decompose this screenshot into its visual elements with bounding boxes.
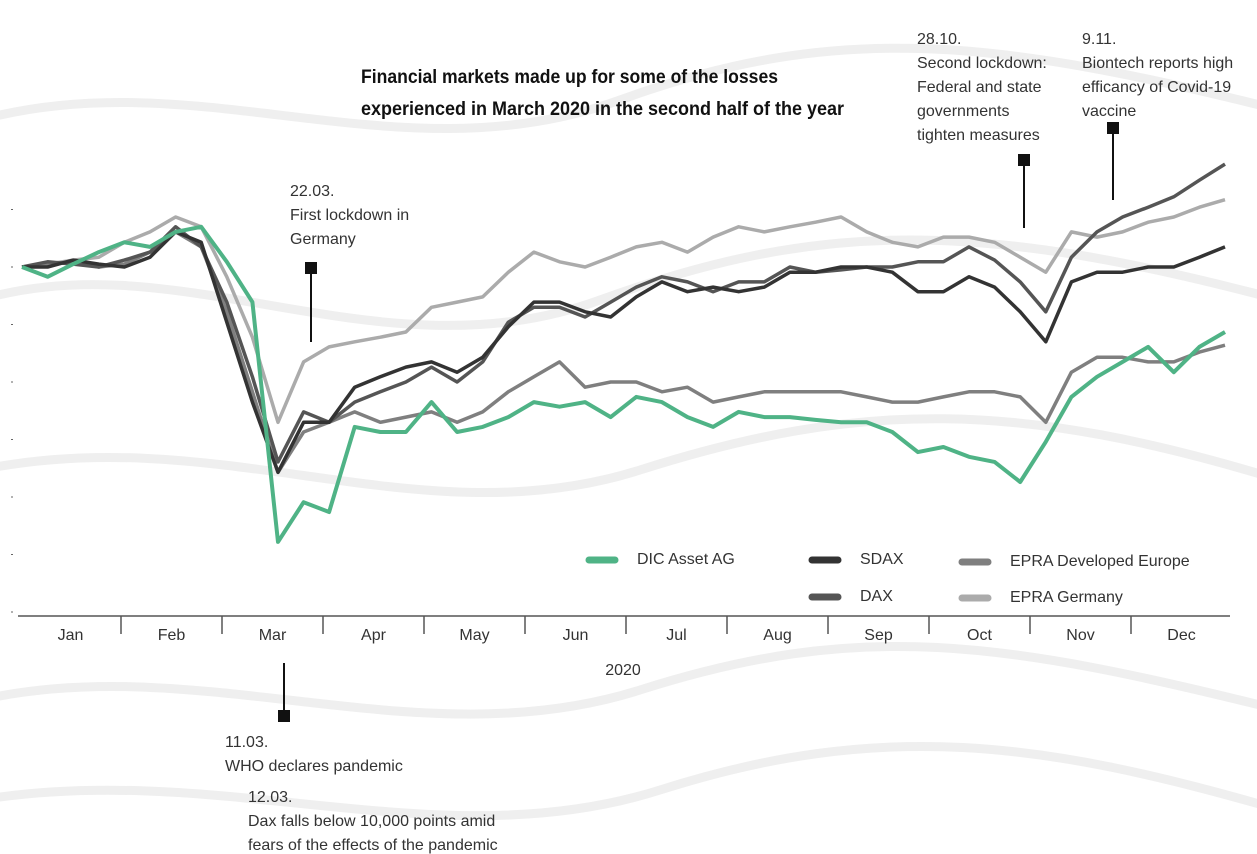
series-line [21, 198, 1226, 425]
annotation-date: 12.03. [248, 789, 292, 806]
x-axis-label: 2020 [605, 662, 641, 679]
x-tick-label: Aug [763, 627, 791, 644]
annotation-text: Dax falls below 10,000 points amid [248, 813, 495, 830]
x-tick-label: Oct [967, 627, 992, 644]
annotation-text: vaccine [1082, 103, 1136, 120]
annotation-text: First lockdown in [290, 207, 409, 224]
annotation-text: tighten measures [917, 127, 1040, 144]
x-tick-label: Apr [361, 627, 387, 644]
annotation-text: efficancy of Covid-19 [1082, 79, 1231, 96]
legend-label: EPRA Germany [1010, 589, 1123, 606]
annotation-text: fears of the effects of the pandemic [248, 837, 498, 854]
annotation-text: Second lockdown: [917, 55, 1047, 72]
x-tick-label: May [459, 627, 489, 644]
annotation-date: 11.03. [225, 734, 268, 751]
chart-title: Financial markets made up for some of th… [361, 67, 778, 88]
series-line [22, 230, 1226, 475]
x-tick-label: Sep [864, 627, 893, 644]
x-tick-label: Jun [563, 627, 589, 644]
annotation-text: governments [917, 103, 1010, 120]
legend-label: DIC Asset AG [637, 551, 735, 568]
legend-label: SDAX [860, 551, 904, 568]
legend-label: DAX [860, 588, 893, 605]
x-tick-label: Mar [259, 627, 287, 644]
series-line [21, 224, 1227, 544]
annotation-date: 28.10. [917, 31, 961, 48]
series-line [21, 230, 1226, 475]
series-line [21, 162, 1226, 464]
legend-label: EPRA Developed Europe [1010, 553, 1190, 570]
x-tick-label: Dec [1167, 627, 1195, 644]
x-tick-label: Jul [666, 627, 686, 644]
annotation-text: Biontech reports high [1082, 55, 1233, 72]
annotation-date: 9.11. [1082, 31, 1116, 48]
background-pattern [0, 43, 1257, 821]
annotation-text: Federal and state [917, 79, 1042, 96]
x-tick-label: Nov [1066, 627, 1094, 644]
annotation-markers [278, 122, 1119, 722]
chart-title: experienced in March 2020 in the second … [361, 99, 845, 120]
x-tick-label: Feb [158, 627, 186, 644]
annotation-date: 22.03. [290, 183, 334, 200]
annotation-text: Germany [290, 231, 356, 248]
annotation-text: WHO declares pandemic [225, 758, 403, 775]
x-tick-label: Jan [58, 627, 84, 644]
